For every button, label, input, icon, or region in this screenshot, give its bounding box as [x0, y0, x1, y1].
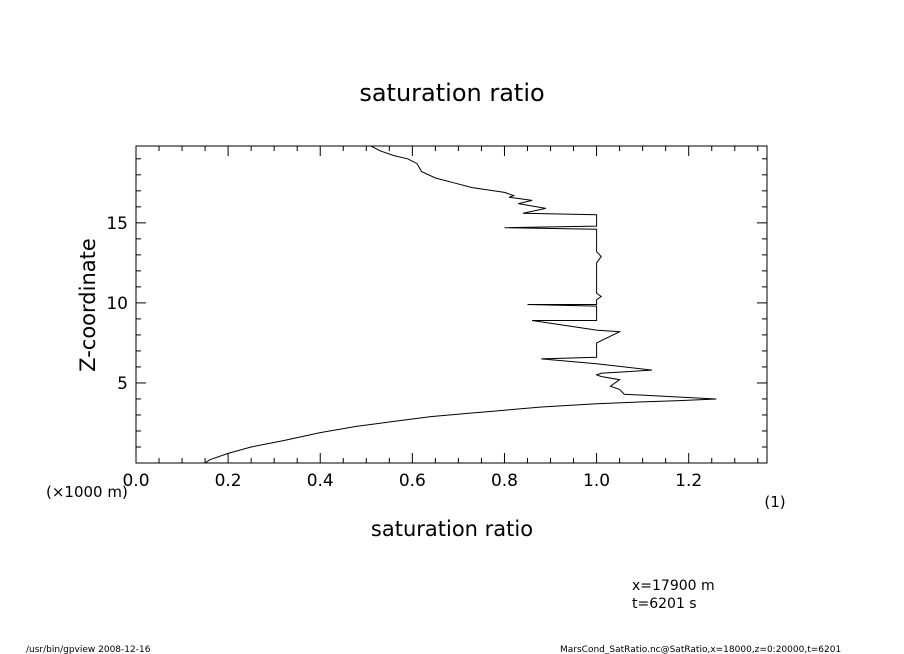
plot-border — [135, 145, 768, 464]
y-tick-labels: 5 10 15 — [106, 214, 128, 394]
y-tick-label: 5 — [117, 374, 128, 394]
program-date: /usr/bin/gpview 2008-12-16 — [26, 645, 151, 654]
data-source: MarsCond_SatRatio.nc@SatRatio,x=18000,z=… — [560, 645, 841, 654]
x-tick-label: 1.0 — [583, 471, 610, 491]
y-tick-label: 10 — [106, 294, 128, 314]
x-tick-label: 1.2 — [675, 471, 702, 491]
y-tick-label: 15 — [106, 214, 128, 234]
x-tick-label: 0.0 — [122, 471, 149, 491]
plot-frame — [135, 145, 768, 464]
axis-ticks — [135, 146, 767, 463]
x-tick-label: 0.6 — [399, 471, 426, 491]
x-axis-label: saturation ratio — [371, 517, 533, 541]
chart-title: saturation ratio — [359, 79, 544, 107]
series-line — [204, 145, 717, 464]
x-tick-labels: 0.0 0.2 0.4 0.6 0.8 1.0 1.2 — [122, 471, 702, 491]
position-info-t: t=6201 s — [632, 596, 697, 612]
x-tick-label: 0.2 — [215, 471, 242, 491]
y-axis-unit: (×1000 m) — [46, 483, 128, 501]
position-info-x: x=17900 m — [632, 578, 715, 594]
x-tick-label: 0.8 — [491, 471, 518, 491]
x-axis-unit: (1) — [764, 493, 785, 511]
y-axis-label: Z-coordinate — [76, 238, 100, 372]
x-tick-label: 0.4 — [307, 471, 334, 491]
